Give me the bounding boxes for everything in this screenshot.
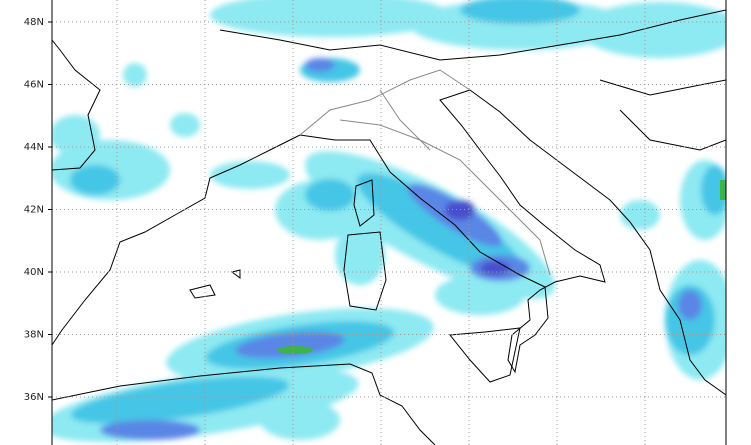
latitude-label: 36N [24, 392, 44, 403]
map-frame [51, 0, 727, 445]
latitude-label: 40N [24, 267, 44, 278]
map-area [52, 0, 726, 445]
coastlines [52, 9, 726, 445]
latitude-label: 42N [24, 205, 44, 216]
graticule [48, 0, 726, 445]
latitude-labels: 48N 46N 44N 42N 40N 38N 36N [24, 17, 44, 403]
latitude-label: 48N [24, 17, 44, 28]
heavy-precipitation [277, 346, 313, 354]
latitude-label: 44N [24, 142, 44, 153]
borders [299, 69, 551, 276]
latitude-label: 38N [24, 330, 44, 341]
precipitation-peaks [277, 180, 726, 354]
latitude-label: 46N [24, 80, 44, 91]
heavy-precipitation [720, 180, 726, 200]
